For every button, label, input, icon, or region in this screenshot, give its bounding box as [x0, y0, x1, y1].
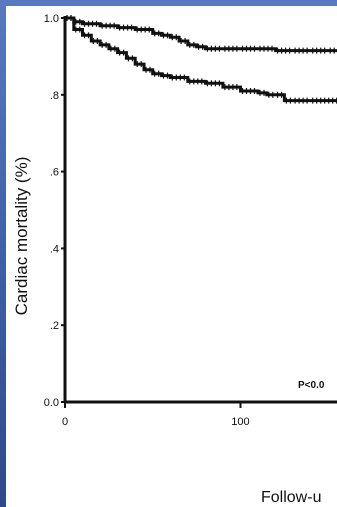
x-tick-label: 0 [62, 416, 68, 428]
y-tick-label: .6 [50, 167, 59, 179]
y-axis-label: Cardiac mortality (%) [12, 157, 31, 316]
y-tick-label: .8 [50, 90, 59, 102]
x-axis-label: Follow-u [261, 489, 321, 506]
x-tick-label: 100 [231, 416, 249, 428]
chart-panel: 0.0 .2 .4 .6 .8 1.0 0 100 Cardiac mortality (%)… [6, 6, 337, 507]
axes-layer: 0.0 .2 .4 .6 .8 1.0 0 100 [44, 13, 337, 428]
survival-chart: 0.0 .2 .4 .6 .8 1.0 0 100 Cardiac mortality (%)… [12, 13, 337, 506]
series-2-line [65, 16, 337, 103]
series-1-line [65, 16, 337, 53]
p-value-annotation: P<0.0 [298, 380, 325, 391]
y-tick-label: .4 [50, 243, 59, 255]
y-tick-label: 1.0 [44, 13, 59, 25]
y-tick-label: .2 [50, 320, 59, 332]
series-layer [65, 15, 337, 104]
y-tick-label: 0.0 [44, 397, 59, 409]
